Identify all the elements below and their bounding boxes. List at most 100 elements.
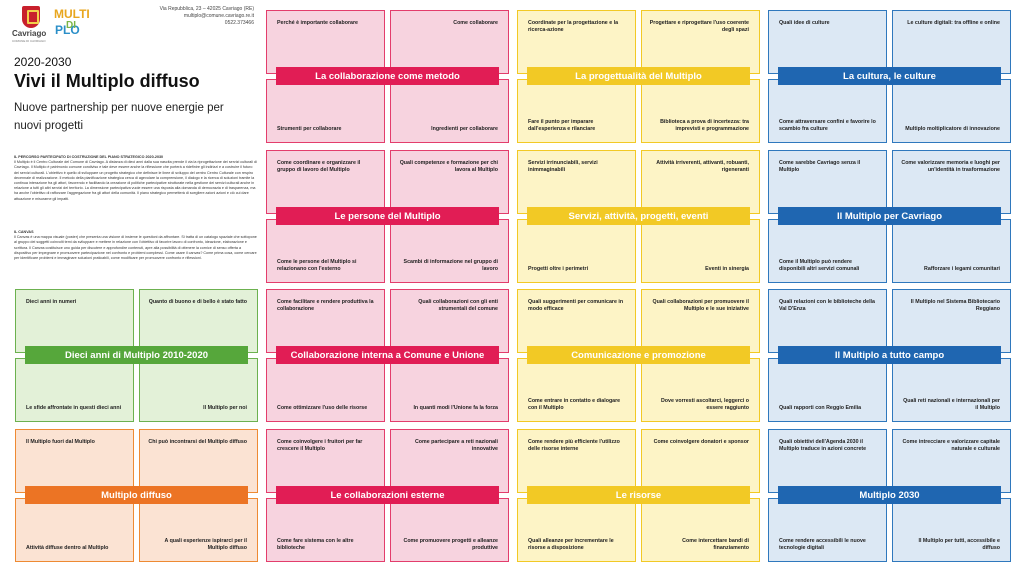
card-quadrant-bl[interactable]: Come attraversare confini e favorire lo … <box>768 79 887 143</box>
quadrant-question: Il Multiplo fuori dal Multiplo <box>26 439 95 445</box>
card-quadrant-tr[interactable]: Quali competenze e formazione per chi la… <box>390 150 509 214</box>
card-quadrant-br[interactable]: Quali reti nazionali e internazionali pe… <box>892 358 1011 422</box>
card-quadrant-tr[interactable]: Come valorizzare memoria e luoghi per un… <box>892 150 1011 214</box>
card-title-band: Le risorse <box>527 486 750 504</box>
card-quadrant-tl[interactable]: Servizi irrinunciabili, servizi inimmagi… <box>517 150 636 214</box>
quadrant-question: Servizi irrinunciabili, servizi inimmagi… <box>528 160 598 173</box>
quadrant-question: Scambi di informazione nel gruppo di lav… <box>403 259 498 272</box>
card-quadrant-tl[interactable]: Quali suggerimenti per comunicare in mod… <box>517 289 636 353</box>
card-title-band: Le collaborazioni esterne <box>276 486 499 504</box>
card-quadrant-bl[interactable]: Attività diffuse dentro al Multiplo <box>15 498 134 562</box>
quadrant-question: Quali suggerimenti per comunicare in mod… <box>528 299 624 312</box>
card-quadrant-bl[interactable]: Quali rapporti con Reggio Emilia <box>768 358 887 422</box>
quadrant-question: Biblioteca a prova di incertezza: tra im… <box>660 119 749 132</box>
card-quadrant-tr[interactable]: Quali collaborazioni con gli enti strume… <box>390 289 509 353</box>
card-quadrant-tr[interactable]: Il Multiplo nel Sistema Bibliotecario Re… <box>892 289 1011 353</box>
card-quadrant-bl[interactable]: Le sfide affrontate in questi dieci anni <box>15 358 134 422</box>
quadrant-question: Come coinvolgere i fruitori per far cres… <box>277 439 363 452</box>
card-quadrant-bl[interactable]: Strumenti per collaborare <box>266 79 385 143</box>
card-diffuso: Il Multiplo fuori dal Multiplo Chi può in… <box>15 429 258 562</box>
card-quadrant-tl[interactable]: Come coinvolgere i fruitori per far cres… <box>266 429 385 493</box>
quadrant-question: Quali rapporti con Reggio Emilia <box>779 405 862 411</box>
card-quadrant-tl[interactable]: Come facilitare e rendere produttiva la … <box>266 289 385 353</box>
card-quadrant-tl[interactable]: Come rendere più efficiente l'utilizzo d… <box>517 429 636 493</box>
card-quadrant-tl[interactable]: Come sarebbe Cavriago senza il Multiplo <box>768 150 887 214</box>
municipality-name: Cavriago <box>12 29 47 38</box>
card-quadrant-tr[interactable]: Come coinvolgere donatori e sponsor <box>641 429 760 493</box>
card-quadrant-tl[interactable]: Quali obiettivi dell'Agenda 2030 il Mult… <box>768 429 887 493</box>
quadrant-question: Come partecipare a reti nazionali innova… <box>414 439 498 452</box>
card-quadrant-tr[interactable]: Come collaborare <box>390 10 509 74</box>
quadrant-question: Come coinvolgere donatori e sponsor <box>653 439 749 445</box>
card-quadrant-br[interactable]: In quanti modi l'Unione fa la forza <box>390 358 509 422</box>
card-quadrant-bl[interactable]: Come rendere accessibili le nuove tecnol… <box>768 498 887 562</box>
card-quadrant-bl[interactable]: Come entrare in contatto e dialogare con… <box>517 358 636 422</box>
card-title-band: Il Multiplo per Cavriago <box>778 207 1001 225</box>
card-quadrant-tr[interactable]: Come partecipare a reti nazionali innova… <box>390 429 509 493</box>
card-risorse: Come rendere più efficiente l'utilizzo d… <box>517 429 760 562</box>
card-quadrant-tl[interactable]: Coordinate per la progettazione e la ric… <box>517 10 636 74</box>
card-quadrant-br[interactable]: Biblioteca a prova di incertezza: tra im… <box>641 79 760 143</box>
card-quadrant-br[interactable]: Eventi in sinergia <box>641 219 760 283</box>
card-title-band: Multiplo diffuso <box>25 486 248 504</box>
quadrant-question: Progetti oltre i perimetri <box>528 266 589 272</box>
card-quadrant-br[interactable]: Come promuovere progetti e alleanze prod… <box>390 498 509 562</box>
quadrant-question: Quali collaborazioni con gli enti strume… <box>418 299 498 312</box>
card-quadrant-tl[interactable]: Come coordinare e organizzare il gruppo … <box>266 150 385 214</box>
card-quadrant-br[interactable]: Come intercettare bandi di finanziamento <box>641 498 760 562</box>
municipality-motto: COMUNE DI CAVRIAGO <box>12 39 46 43</box>
card-quadrant-bl[interactable]: Come il Multiplo può rendere disponibili… <box>768 219 887 283</box>
card-quadrant-tl[interactable]: Quali relazioni con le biblioteche della… <box>768 289 887 353</box>
quadrant-question: Come rendere più efficiente l'utilizzo d… <box>528 439 620 452</box>
card-cavriago: Come sarebbe Cavriago senza il Multiplo C… <box>768 150 1011 283</box>
card-quadrant-tr[interactable]: Chi può incontrarsi del Multiplo diffuso <box>139 429 258 493</box>
quadrant-question: Il Multiplo per noi <box>203 405 247 411</box>
quadrant-question: Come rendere accessibili le nuove tecnol… <box>779 538 866 551</box>
card-quadrant-br[interactable]: Ingredienti per collaborare <box>390 79 509 143</box>
card-quadrant-tl[interactable]: Il Multiplo fuori dal Multiplo <box>15 429 134 493</box>
coat-of-arms-icon <box>22 6 40 28</box>
card-quadrant-br[interactable]: Rafforzare i legami comunitari <box>892 219 1011 283</box>
card-persone: Come coordinare e organizzare il gruppo … <box>266 150 509 283</box>
quadrant-question: Come fare sistema con le altre bibliotec… <box>277 538 354 551</box>
card-quadrant-tr[interactable]: Le culture digitali: tra offline e onlin… <box>892 10 1011 74</box>
quadrant-question: Dieci anni in numeri <box>26 299 77 305</box>
quadrant-question: Come sarebbe Cavriago senza il Multiplo <box>779 160 861 173</box>
quadrant-question: Coordinate per la progettazione e la ric… <box>528 20 619 33</box>
card-quadrant-bl[interactable]: Come ottimizzare l'uso delle risorse <box>266 358 385 422</box>
card-title-band: La cultura, le culture <box>778 67 1001 85</box>
card-quadrant-tr[interactable]: Progettare e riprogettare l'uso coerente… <box>641 10 760 74</box>
card-quadrant-tr[interactable]: Quanto di buono e di bello è stato fatto <box>139 289 258 353</box>
quadrant-question: Come intercettare bandi di finanziamento <box>682 538 749 551</box>
card-quadrant-bl[interactable]: Fare il punto per imparare dall'esperien… <box>517 79 636 143</box>
card-2030: Quali obiettivi dell'Agenda 2030 il Mult… <box>768 429 1011 562</box>
card-quadrant-tr[interactable]: Come intrecciare e valorizzare capitale … <box>892 429 1011 493</box>
card-quadrant-br[interactable]: Dove vorresti ascoltarci, leggerci o ess… <box>641 358 760 422</box>
card-quadrant-tr[interactable]: Attività irriverenti, attivanti, robuant… <box>641 150 760 214</box>
card-quadrant-bl[interactable]: Come le persone del Multiplo si relazion… <box>266 219 385 283</box>
card-quadrant-bl[interactable]: Progetti oltre i perimetri <box>517 219 636 283</box>
card-quadrant-br[interactable]: Il Multiplo per tutti, accessibile e dif… <box>892 498 1011 562</box>
quadrant-question: Quali alleanze per incrementare le risor… <box>528 538 614 551</box>
quadrant-question: Come facilitare e rendere produttiva la … <box>277 299 374 312</box>
card-quadrant-br[interactable]: Il Multiplo per noi <box>139 358 258 422</box>
card-quadrant-tl[interactable]: Quali idee di culture <box>768 10 887 74</box>
card-quadrant-br[interactable]: Multiplo moltiplicatore di innovazione <box>892 79 1011 143</box>
card-collaborazione: Perché è importante collaborare Come coll… <box>266 10 509 143</box>
card-quadrant-bl[interactable]: Quali alleanze per incrementare le risor… <box>517 498 636 562</box>
quadrant-question: Quali competenze e formazione per chi la… <box>399 160 498 173</box>
quadrant-question: Come entrare in contatto e dialogare con… <box>528 398 621 411</box>
quadrant-question: Come collaborare <box>453 20 498 26</box>
card-quadrant-tl[interactable]: Dieci anni in numeri <box>15 289 134 353</box>
quadrant-question: Quali obiettivi dell'Agenda 2030 il Mult… <box>779 439 867 452</box>
quadrant-question: Le sfide affrontate in questi dieci anni <box>26 405 122 411</box>
quadrant-question: Quanto di buono e di bello è stato fatto <box>148 299 247 305</box>
card-quadrant-tr[interactable]: Quali collaborazioni per promuovere il M… <box>641 289 760 353</box>
card-quadrant-br[interactable]: Scambi di informazione nel gruppo di lav… <box>390 219 509 283</box>
card-quadrant-br[interactable]: A quali esperienze ispirarci per il Mult… <box>139 498 258 562</box>
quadrant-question: Quali collaborazioni per promuovere il M… <box>652 299 749 312</box>
card-quadrant-tl[interactable]: Perché è importante collaborare <box>266 10 385 74</box>
card-quadrant-bl[interactable]: Come fare sistema con le altre bibliotec… <box>266 498 385 562</box>
card-title-band: La progettualità del Multiplo <box>527 67 750 85</box>
quadrant-question: Come intrecciare e valorizzare capitale … <box>902 439 1000 452</box>
